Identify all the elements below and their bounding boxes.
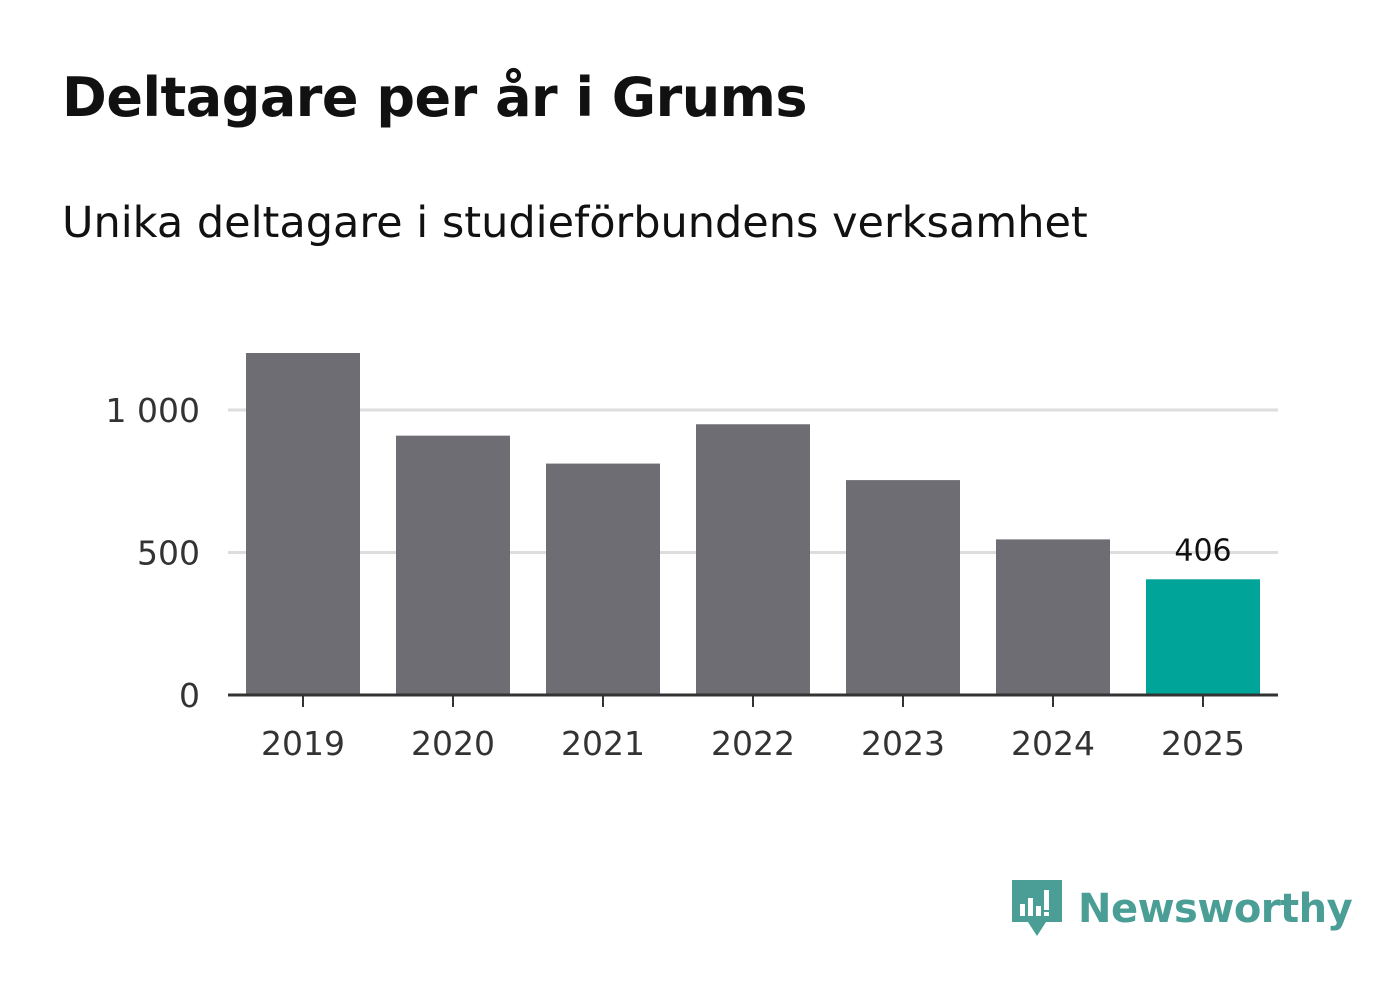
bar-2019 <box>246 353 360 695</box>
x-tick-label: 2025 <box>1161 724 1245 763</box>
x-tick-label: 2021 <box>561 724 645 763</box>
brand-name: Newsworthy <box>1078 886 1353 932</box>
y-tick-label: 0 <box>179 676 200 715</box>
brand-logo: Newsworthy <box>1010 878 1353 940</box>
bar-2021 <box>546 463 660 695</box>
chart-subtitle: Unika deltagare i studieförbundens verks… <box>62 198 1088 248</box>
bar-2022 <box>696 424 810 695</box>
chart-title: Deltagare per år i Grums <box>62 66 808 129</box>
x-tick-label: 2022 <box>711 724 795 763</box>
x-tick-label: 2023 <box>861 724 945 763</box>
bar-2020 <box>396 435 510 695</box>
data-label-2025: 406 <box>1174 533 1231 568</box>
bar-2023 <box>846 480 960 695</box>
x-tick-label: 2020 <box>411 724 495 763</box>
x-tick-label: 2019 <box>261 724 345 763</box>
y-tick-label: 1 000 <box>106 391 200 430</box>
bar-2024 <box>996 539 1110 695</box>
x-tick-label: 2024 <box>1011 724 1095 763</box>
y-tick-label: 500 <box>137 534 200 573</box>
bar-2025 <box>1146 579 1260 695</box>
newsworthy-logo-icon <box>1012 880 1062 936</box>
